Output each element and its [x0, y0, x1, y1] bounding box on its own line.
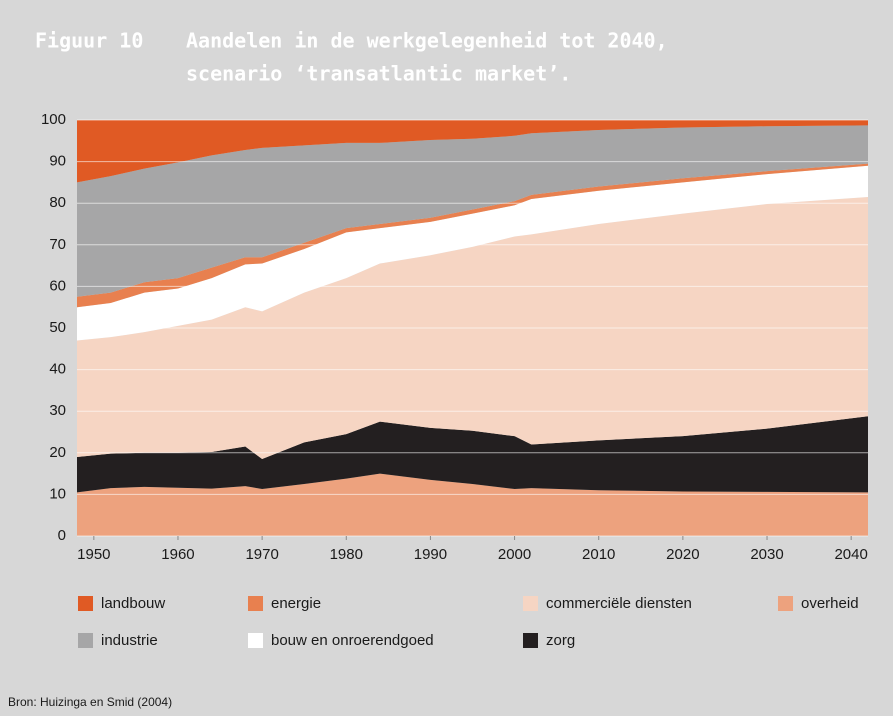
legend-label: energie: [271, 595, 321, 612]
chart-title: Aandelen in de werkgelegenheid tot 2040,: [186, 29, 668, 53]
legend-swatch: [248, 633, 263, 648]
y-tick-label: 70: [49, 236, 66, 253]
area: [77, 120, 868, 183]
y-tick-label: 20: [49, 444, 66, 461]
x-tick-label: 2000: [498, 546, 531, 563]
legend-label: bouw en onroerendgoed: [271, 632, 434, 649]
x-tick-label: 1990: [414, 546, 447, 563]
source: Bron: Huizinga en Smid (2004): [8, 695, 172, 709]
y-tick-label: 10: [49, 485, 66, 502]
legend-swatch: [248, 596, 263, 611]
x-tick-label: 1950: [77, 546, 110, 563]
y-tick-label: 80: [49, 194, 66, 211]
area: [77, 125, 868, 297]
x-tick-label: 2020: [666, 546, 699, 563]
legend-label: commerciële diensten: [546, 595, 692, 612]
y-tick-label: 50: [49, 319, 66, 336]
x-tick-label: 2040: [834, 546, 867, 563]
y-tick-label: 90: [49, 153, 66, 170]
figure-label: Figuur 10: [35, 29, 143, 53]
legend-label: zorg: [546, 632, 575, 649]
legend-swatch: [78, 633, 93, 648]
legend-swatch: [523, 596, 538, 611]
x-tick-label: 1960: [161, 546, 194, 563]
x-tick-label: 2010: [582, 546, 615, 563]
y-tick-label: 100: [41, 111, 66, 128]
legend-swatch: [523, 633, 538, 648]
x-tick-label: 1980: [330, 546, 363, 563]
legend-label: industrie: [101, 632, 158, 649]
area: [77, 165, 868, 341]
x-tick-label: 1970: [245, 546, 278, 563]
y-tick-label: 30: [49, 402, 66, 419]
area: [77, 416, 868, 493]
y-tick-label: 40: [49, 361, 66, 378]
legend-swatch: [778, 596, 793, 611]
legend-label: overheid: [801, 595, 859, 612]
legend-swatch: [78, 596, 93, 611]
chart-title: scenario ‘transatlantic market’.: [186, 62, 571, 86]
y-tick-label: 0: [58, 527, 66, 544]
legend-label: landbouw: [101, 595, 165, 612]
y-tick-label: 60: [49, 277, 66, 294]
x-tick-label: 2030: [750, 546, 783, 563]
area: [77, 473, 868, 536]
